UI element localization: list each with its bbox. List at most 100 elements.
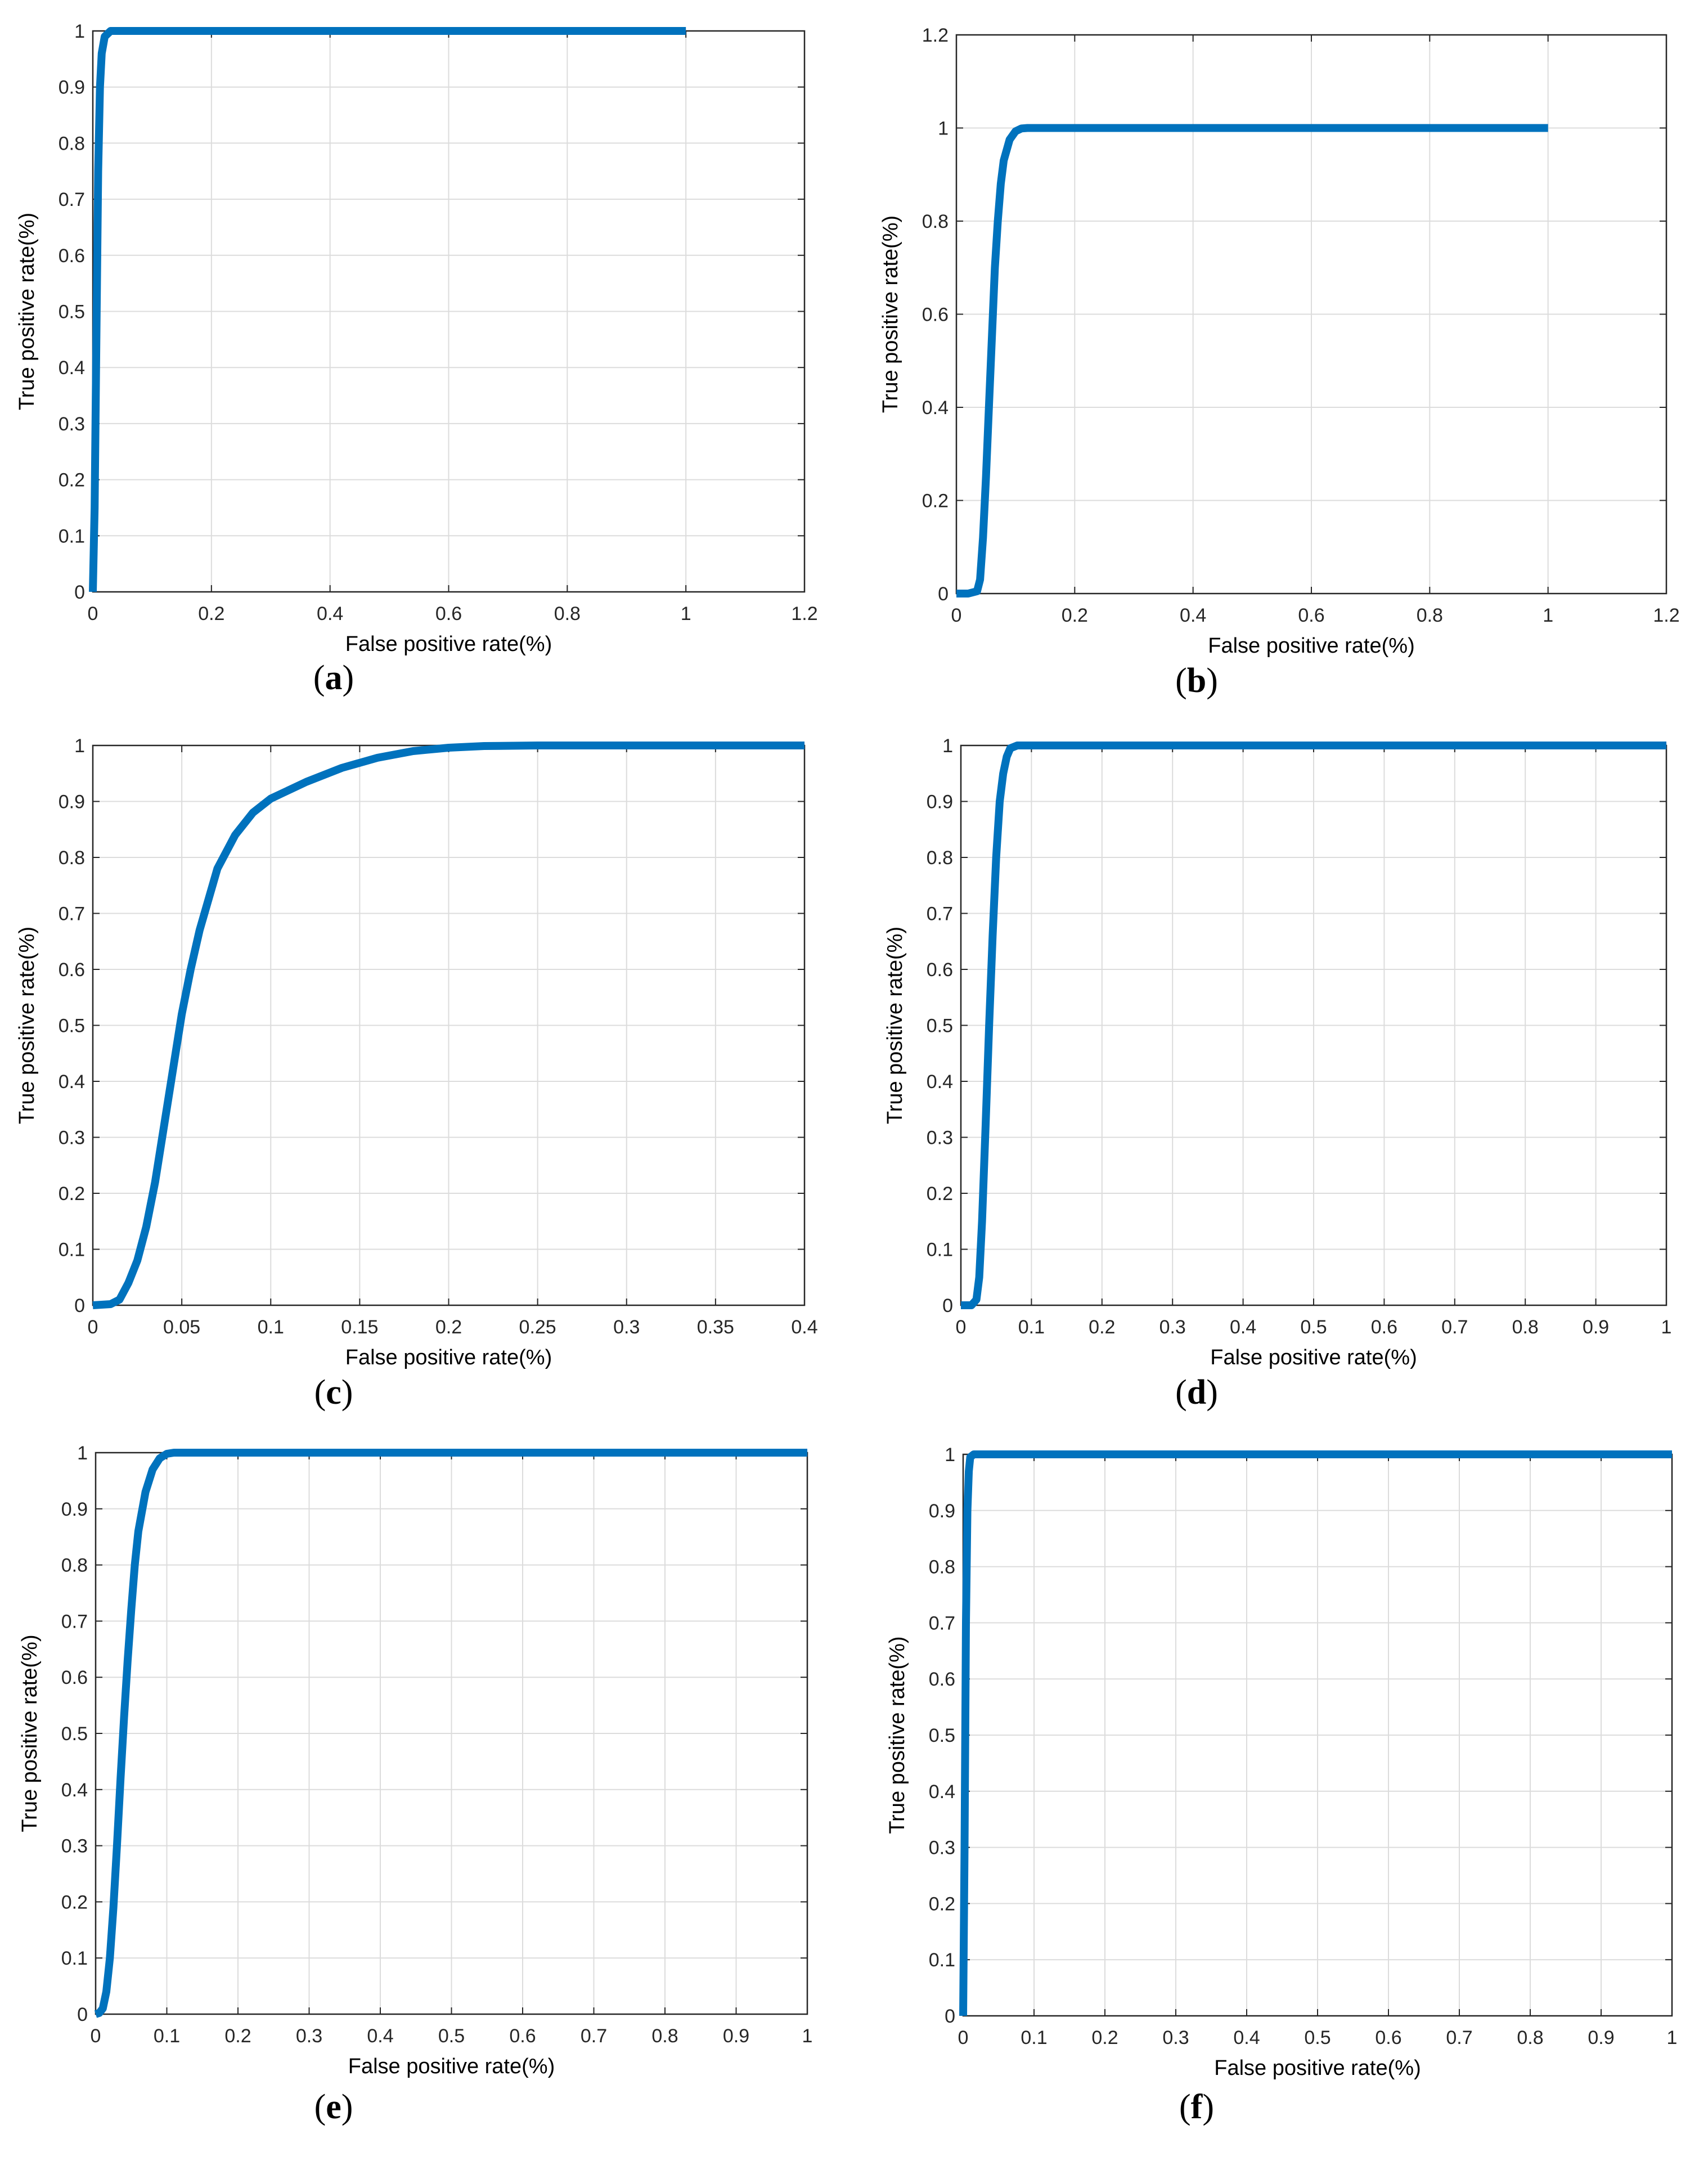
x-tick-label: 0.2 [1091,2027,1118,2048]
x-tick-label: 0.25 [519,1317,556,1338]
y-tick-label: 0.4 [59,1071,85,1093]
roc-chart-b: 0 0.2 0.4 0.6 0.8 1 1.2 0 0.2 0.4 0.6 0.8 1 1.2 False … [879,25,1680,658]
x-tick-label: 1.2 [791,603,817,625]
y-tick-label: 0.1 [59,525,85,547]
x-tick-label: 0.1 [1018,1317,1045,1338]
y-axis-label: True positive rate(%) [18,1634,42,1832]
y-tick-label: 0.8 [61,1555,88,1576]
y-tick-label: 0.6 [922,304,949,326]
y-tick-label: 0.5 [61,1723,88,1745]
x-tick-label: 0.15 [341,1317,378,1338]
axes-box [955,34,1667,595]
y-axis-label: True positive rate(%) [883,927,907,1124]
y-tick-label: 0.2 [59,1183,85,1205]
x-tick-label: 0.6 [509,2025,536,2047]
x-tick-label: 0.1 [258,1317,284,1338]
roc-panel-f: 0 0.1 0.2 0.3 0.4 0.5 0.6 0.7 0.8 0.9 1 0 0.1 0.2 0.3 0… [868,1437,1706,2111]
y-tick-label: 0.6 [929,1669,955,1690]
y-tick-label: 0.9 [59,77,85,98]
x-tick-label: 1.2 [1653,605,1679,626]
roc-curve-line [961,742,1666,1309]
y-tick-label: 0.8 [922,211,949,232]
roc-panel-e: 0 0.1 0.2 0.3 0.4 0.5 0.6 0.7 0.8 0.9 1 0 0.1 0.2 0.3 0… [0,1436,841,2110]
y-tick-label: 0 [942,1295,953,1317]
x-tick-label: 0.9 [723,2025,749,2047]
x-tick-label: 0.7 [581,2025,607,2047]
x-tick-label: 0.6 [1371,1317,1397,1338]
y-tick-label: 0.3 [59,1127,85,1149]
y-tick-label: 1 [77,1443,88,1464]
y-tick-label: 0.5 [59,1016,85,1037]
x-tick-label: 0.8 [651,2025,678,2047]
y-tick-label: 0.2 [59,470,85,491]
x-tick-label: 0.6 [435,603,462,625]
y-tick-label: 0.2 [922,491,949,512]
roc-curve-line [94,1449,807,2018]
y-tick-label: 0.4 [929,1781,955,1803]
y-tick-label: 0.2 [927,1183,953,1205]
x-tick-label: 0.2 [224,2025,251,2047]
caption-b: (b) [1175,662,1218,700]
x-tick-label: 1 [1661,1317,1672,1338]
roc-chart-e: 0 0.1 0.2 0.3 0.4 0.5 0.6 0.7 0.8 0.9 1 0 0.1 0.2 0.3 0… [18,1443,812,2078]
x-tick-label: 0.8 [554,603,581,625]
x-tick-label: 0 [91,2025,101,2047]
x-tick-label: 0.8 [1517,2027,1543,2048]
x-tick-label: 0.1 [1021,2027,1047,2048]
y-tick-label: 1 [942,735,953,757]
x-tick-label: 0.1 [154,2025,180,2047]
x-axis-label: False positive rate(%) [1208,634,1414,658]
caption-f: (f) [1179,2088,1214,2126]
y-tick-label: 0.1 [927,1239,953,1261]
y-tick-label: 0.3 [61,1836,88,1857]
x-tick-label: 0.3 [296,2025,322,2047]
x-tick-label: 0.9 [1588,2027,1614,2048]
y-tick-label: 0.4 [59,357,85,379]
caption-e: (e) [314,2088,353,2126]
y-tick-label: 0.4 [61,1780,88,1801]
roc-curve-line [956,124,1548,597]
x-tick-label: 0.2 [1062,605,1088,626]
x-tick-label: 0.4 [1180,605,1206,626]
roc-chart-c: 0 0.05 0.1 0.15 0.2 0.25 0.3 0.35 0.4 0 0.1 0.2 0.3 0… [15,735,818,1369]
x-axis-label: False positive rate(%) [1214,2056,1421,2080]
x-tick-label: 0 [88,603,98,625]
y-tick-label: 0 [938,583,949,605]
y-tick-label: 0.3 [927,1127,953,1149]
y-tick-label: 0.5 [929,1725,955,1746]
roc-chart-a: 0 0.2 0.4 0.6 0.8 1 1.2 0 0.1 0.2 0.3 0.4 0.5 0.6 0.7 0… [15,21,818,656]
roc-panel-c: 0 0.05 0.1 0.15 0.2 0.25 0.3 0.35 0.4 0 0.1 0.2 0.3 0… [0,729,838,1401]
y-tick-label: 0.9 [927,792,953,813]
roc-curve-line [89,27,686,592]
x-tick-label: 1 [681,603,691,625]
x-tick-label: 0.35 [697,1317,734,1338]
caption-d-letter: d [1186,1373,1207,1412]
x-tick-label: 0.9 [1583,1317,1609,1338]
y-tick-label: 0.6 [61,1667,88,1688]
y-tick-label: 1 [74,21,85,42]
x-tick-label: 1 [1543,605,1553,626]
caption-f-letter: f [1190,2088,1203,2126]
y-tick-label: 0 [74,582,85,603]
x-tick-label: 0.4 [317,603,343,625]
caption-e-letter: e [326,2088,341,2126]
y-tick-label: 0.5 [59,302,85,323]
y-tick-label: 0.7 [929,1612,955,1634]
x-tick-label: 0.4 [367,2025,393,2047]
y-tick-label: 0.1 [59,1239,85,1261]
x-tick-label: 0.5 [1300,1317,1327,1338]
x-tick-label: 0 [956,1317,967,1338]
x-tick-label: 0.4 [1230,1317,1256,1338]
y-tick-label: 0.1 [61,1948,88,1969]
x-tick-label: 0.3 [1162,2027,1189,2048]
y-tick-label: 0.6 [59,245,85,267]
x-tick-label: 0 [88,1317,98,1338]
y-axis-label: True positive rate(%) [886,1636,909,1834]
x-tick-label: 0.4 [1233,2027,1260,2048]
x-tick-label: 0.8 [1512,1317,1539,1338]
y-tick-label: 0.2 [61,1892,88,1913]
roc-curve-line [92,742,804,1309]
x-axis-label: False positive rate(%) [345,1346,552,1369]
y-tick-label: 0.8 [927,847,953,869]
y-tick-label: 0 [945,2006,955,2027]
